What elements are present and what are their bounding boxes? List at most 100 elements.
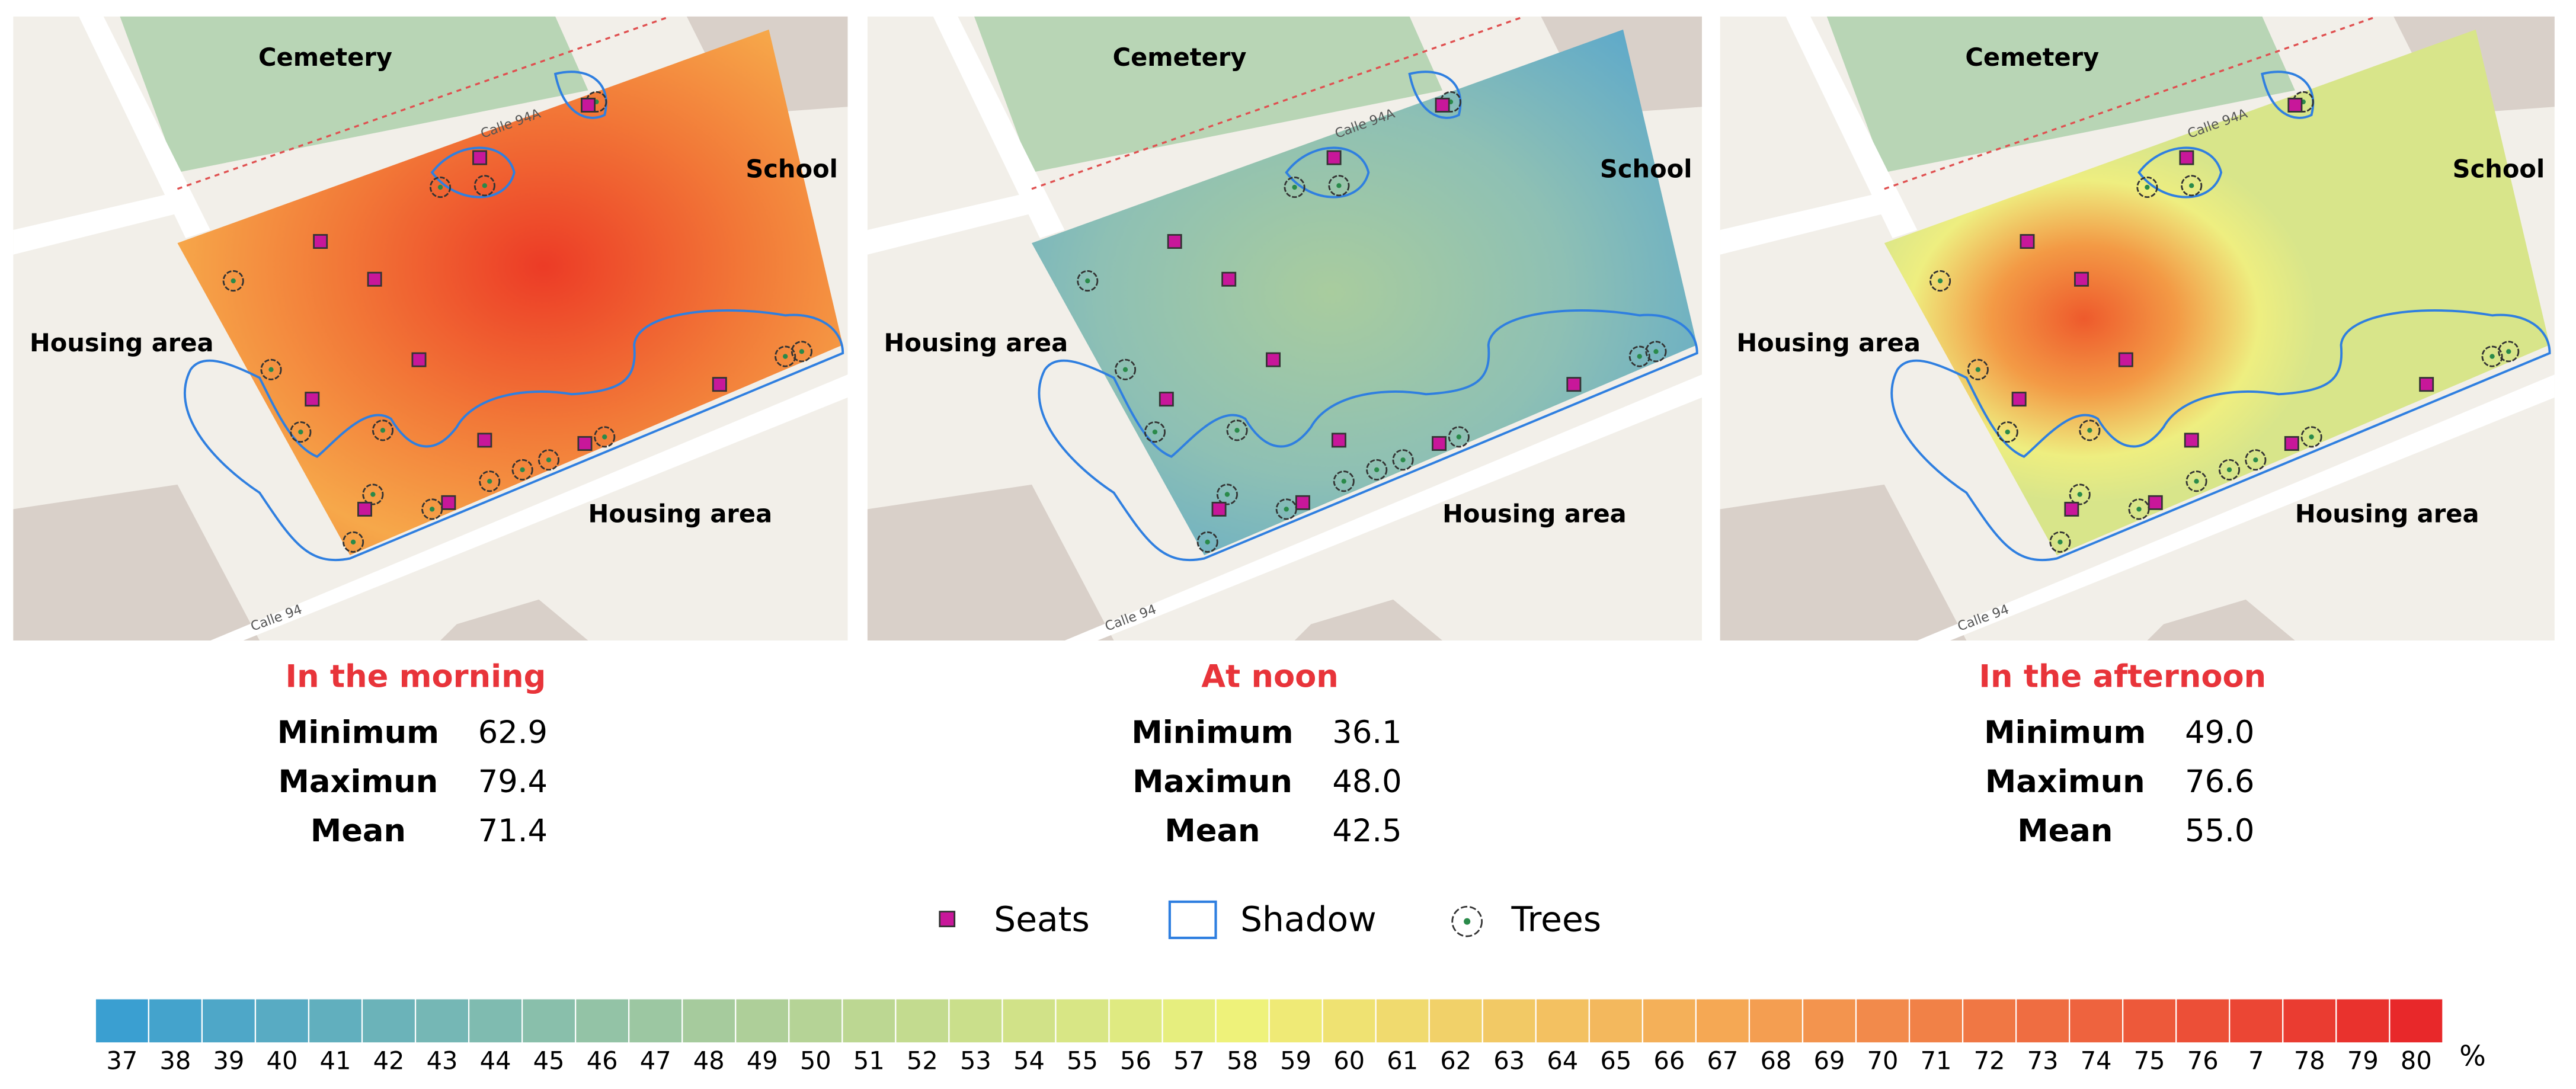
tree [1967, 358, 1989, 380]
tree [594, 426, 616, 448]
tree-center [1400, 457, 1406, 463]
seat [712, 377, 727, 392]
tree [1392, 449, 1414, 471]
seat [357, 501, 372, 517]
seat [581, 97, 596, 113]
tree-center [2057, 539, 2063, 544]
tree [2069, 483, 2091, 505]
tree-center [2253, 457, 2258, 463]
seat [2148, 495, 2163, 510]
tree [2049, 531, 2071, 553]
seat [305, 392, 320, 407]
tree [362, 483, 384, 505]
tree [2218, 459, 2241, 481]
tree-center [1341, 479, 1346, 484]
colorbar-cell [1428, 998, 1483, 1044]
heat-surface [177, 29, 843, 556]
place-label: Housing area [884, 328, 1068, 357]
tree-center [783, 354, 788, 359]
road [867, 194, 1032, 255]
seat [1432, 436, 1447, 451]
colorbar-cell [575, 998, 630, 1044]
colorbar-cell [1481, 998, 1537, 1044]
place-label: School [2453, 154, 2545, 183]
colorbar-cell [414, 998, 470, 1044]
stat-name: Minimum [277, 715, 439, 751]
tree-center [1224, 492, 1230, 497]
colorbar-cell [1268, 998, 1323, 1044]
tree-center [2005, 429, 2010, 435]
panel-title: In the afternoon [1979, 659, 2266, 695]
colorbar-label: 78 [2294, 1046, 2325, 1075]
cemetery-area [1826, 16, 2295, 173]
building [13, 484, 260, 641]
tree-center [1152, 429, 1158, 435]
stat-name: Maximun [1132, 764, 1292, 800]
colorbar-cell [1588, 998, 1643, 1044]
boundary [177, 16, 671, 190]
tree [222, 270, 244, 292]
colorbar-label: 64 [1547, 1046, 1578, 1075]
place-label: School [1600, 154, 1692, 183]
colorbar-label: 60 [1333, 1046, 1365, 1075]
tree-center [1937, 278, 1943, 284]
colorbar-cell [735, 998, 790, 1044]
boundary [1884, 16, 2378, 190]
tree [2079, 419, 2101, 441]
tree-center [1122, 367, 1128, 372]
colorbar-cell [94, 998, 149, 1044]
cemetery-area [120, 16, 588, 173]
tree [1628, 345, 1650, 367]
colorbar-label: 66 [1653, 1046, 1685, 1075]
stat-name: Maximun [279, 764, 439, 800]
place-label: Cemetery [258, 43, 392, 72]
seat [367, 271, 382, 287]
colorbar-cell [788, 998, 843, 1044]
colorbar-cell [948, 998, 1003, 1044]
boundary [1031, 16, 1525, 190]
tree-center [2077, 492, 2082, 497]
seat [1159, 392, 1174, 407]
seat [2179, 150, 2194, 165]
place-label: Housing area [588, 499, 773, 528]
colorbar-cell [254, 998, 310, 1044]
stat-value: 76.6 [2185, 764, 2254, 800]
building [867, 484, 1114, 641]
seat [1326, 150, 1342, 165]
colorbar-label: 80 [2401, 1046, 2432, 1075]
stat-value: 42.5 [1332, 813, 1401, 849]
colorbar-label: 73 [2027, 1046, 2059, 1075]
tree-center [1292, 184, 1297, 190]
seat [1211, 501, 1227, 517]
colorbar-cell [361, 998, 417, 1044]
colorbar-cell [2175, 998, 2231, 1044]
seat [1331, 433, 1346, 448]
colorbar-cell [148, 998, 203, 1044]
tree [775, 345, 796, 367]
road [1917, 374, 2555, 641]
tree [430, 177, 452, 198]
colorbar-cell [1321, 998, 1377, 1044]
stat-value: 62.9 [478, 715, 548, 751]
stat-name: Minimum [1131, 715, 1293, 751]
tree [2498, 341, 2520, 363]
tree-center [268, 367, 274, 372]
panel-title: In the morning [286, 659, 546, 695]
tree-center [1456, 434, 1461, 440]
seat [441, 495, 456, 510]
shadow-outline [1038, 71, 1698, 562]
colorbar-cell [628, 998, 683, 1044]
stat-value: 48.0 [1332, 764, 1401, 800]
colorbar-label: 59 [1280, 1046, 1311, 1075]
colorbar-label: 72 [1974, 1046, 2005, 1075]
legend-label: Trees [1511, 899, 1602, 939]
seat [2419, 377, 2434, 392]
colorbar-label: 45 [533, 1046, 565, 1075]
seat [1566, 377, 1582, 392]
colorbar-unit: % [2459, 1040, 2486, 1072]
colorbar-label: 42 [373, 1046, 405, 1075]
colorbar-label: 70 [1867, 1046, 1899, 1075]
colorbar-cell [1535, 998, 1590, 1044]
road [1720, 194, 1884, 255]
